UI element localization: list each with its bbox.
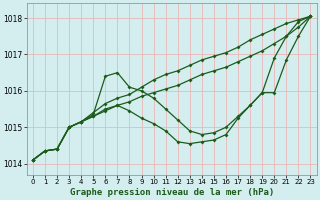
X-axis label: Graphe pression niveau de la mer (hPa): Graphe pression niveau de la mer (hPa) xyxy=(69,188,274,197)
